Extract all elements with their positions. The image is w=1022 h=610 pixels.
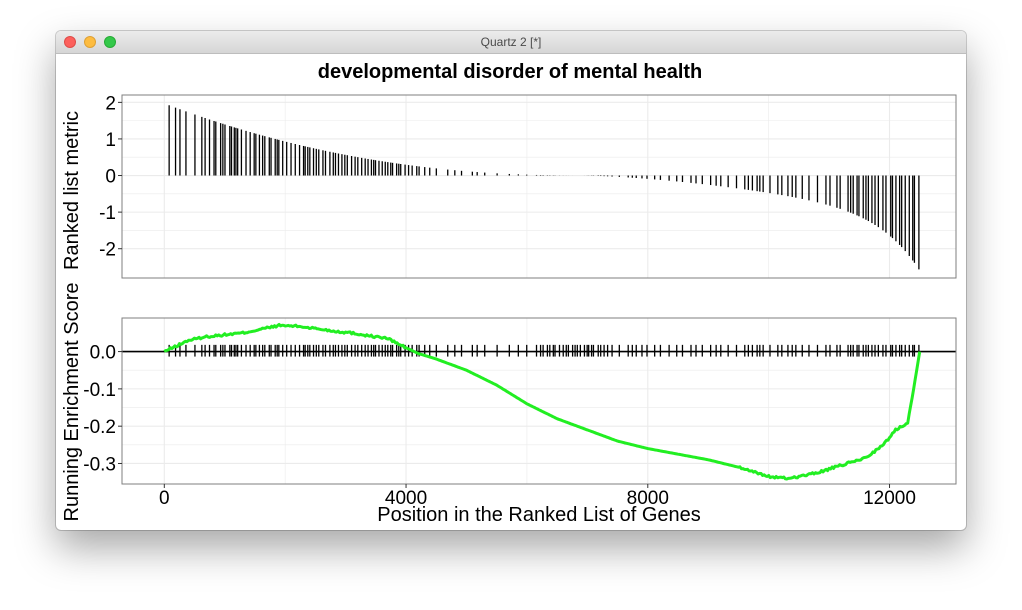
x-tick-label: 4000: [385, 488, 427, 509]
ranked-metric-bars: [168, 105, 920, 270]
x-tick-label: 8000: [627, 488, 669, 509]
bottom-y-axis-label: Running Enrichment Score: [61, 282, 83, 521]
y-tick-label: -0.2: [83, 417, 116, 438]
y-tick-label: 0.0: [90, 343, 116, 364]
y-tick-label: 2: [105, 93, 116, 114]
close-button[interactable]: [64, 36, 76, 48]
x-tick-label: 0: [159, 488, 170, 509]
y-tick-label: 0: [105, 167, 116, 188]
plot-window: Quartz 2 [*] developmental disorder of m…: [56, 31, 966, 530]
y-tick-label: 1: [105, 130, 116, 151]
bottom-y-axis: 0.0 -0.1 -0.2 -0.3: [83, 343, 122, 475]
gsea-chart: developmental disorder of mental health …: [61, 61, 957, 526]
chart-title: developmental disorder of mental health: [318, 61, 703, 83]
bottom-panel-frame: [121, 317, 957, 485]
title-bar[interactable]: Quartz 2 [*]: [56, 31, 966, 54]
y-tick-label: -0.3: [83, 454, 116, 475]
y-tick-label: -1: [99, 203, 116, 224]
window-title: Quartz 2 [*]: [480, 35, 542, 49]
gene-hit-marks: [168, 344, 920, 357]
x-tick-label: 12000: [863, 488, 916, 509]
y-tick-label: -2: [99, 240, 116, 261]
x-axis-label: Position in the Ranked List of Genes: [377, 504, 701, 526]
top-panel-grid: [122, 95, 956, 278]
top-panel-frame: [121, 94, 957, 279]
minimize-button[interactable]: [84, 36, 96, 48]
bottom-panel-grid: [122, 318, 956, 484]
y-tick-label: -0.1: [83, 380, 116, 401]
enrichment-curve: [163, 322, 922, 481]
x-axis: 0 4000 8000 12000: [159, 484, 916, 509]
top-y-axis: 2 1 0 -1 -2: [99, 93, 122, 261]
plot-area: developmental disorder of mental health …: [56, 54, 966, 530]
top-y-axis-label: Ranked list metric: [61, 111, 83, 270]
zoom-button[interactable]: [104, 36, 116, 48]
